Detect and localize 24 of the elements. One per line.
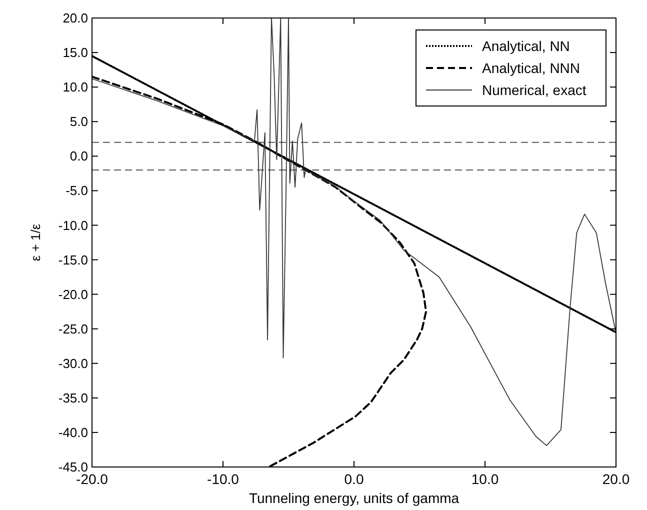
y-tick-label: 20.0: [62, 10, 88, 26]
x-tick-label: 10.0: [471, 471, 499, 487]
x-tick-label: 0.0: [344, 471, 364, 487]
y-tick-label: -15.0: [58, 252, 88, 268]
line-series: [92, 18, 616, 446]
y-tick-label: 15.0: [62, 45, 88, 60]
y-tick-label: -30.0: [58, 356, 88, 371]
y-tick-label: -35.0: [58, 390, 88, 406]
legend-label: Analytical, NN: [482, 38, 570, 54]
y-tick-label: -25.0: [58, 321, 88, 336]
y-tick-label: -40.0: [58, 425, 88, 440]
y-tick-label: 0.0: [70, 148, 88, 164]
legend-label: Analytical, NNN: [482, 60, 580, 76]
x-tick-label: -10.0: [207, 471, 240, 487]
y-tick-label: -10.0: [58, 218, 88, 233]
y-tick-label: -20.0: [58, 286, 88, 302]
y-tick-label: 10.0: [62, 80, 88, 95]
legend-label: Numerical, exact: [482, 82, 586, 98]
x-axis-title: Tunneling energy, units of gamma: [248, 490, 460, 506]
y-tick-label: -5.0: [66, 183, 88, 198]
y-tick-label: 5.0: [70, 114, 88, 130]
y-axis-title: ε + 1/ε: [28, 224, 43, 262]
x-tick-label: 20.0: [602, 471, 630, 487]
y-tick-label: -45.0: [58, 460, 88, 475]
